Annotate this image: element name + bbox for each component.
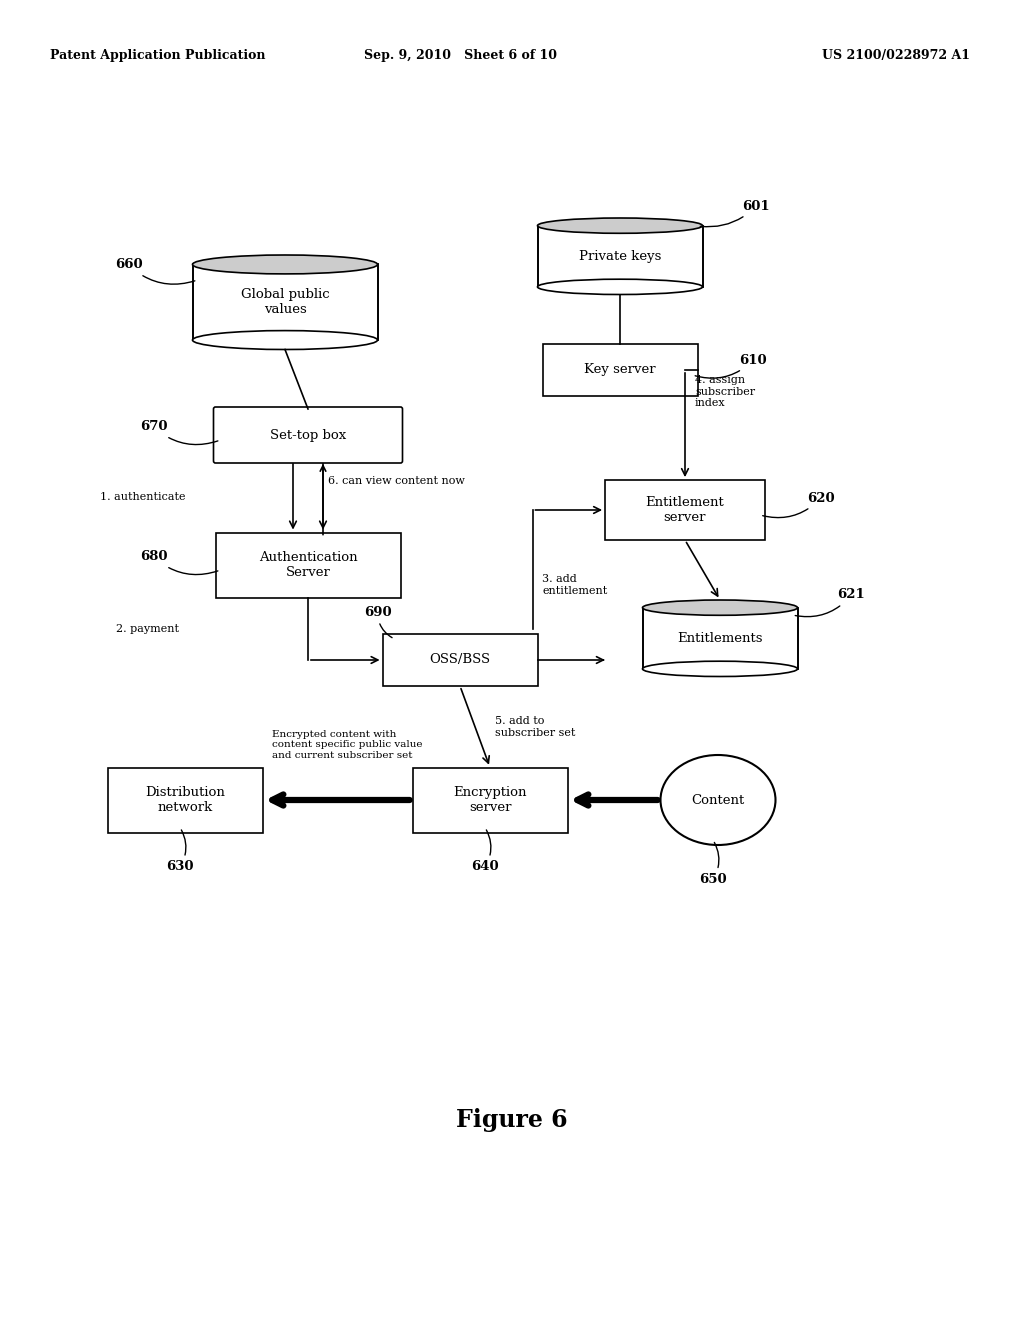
Text: Global public
values: Global public values bbox=[241, 288, 330, 317]
Text: Key server: Key server bbox=[584, 363, 655, 376]
Text: Set-top box: Set-top box bbox=[270, 429, 346, 441]
Text: 2. payment: 2. payment bbox=[116, 624, 178, 634]
Text: 660: 660 bbox=[115, 259, 195, 284]
Text: US 2100/0228972 A1: US 2100/0228972 A1 bbox=[822, 49, 970, 62]
Text: 6. can view content now: 6. can view content now bbox=[328, 477, 465, 486]
Text: 620: 620 bbox=[763, 491, 835, 517]
Text: OSS/BSS: OSS/BSS bbox=[429, 653, 490, 667]
Text: Patent Application Publication: Patent Application Publication bbox=[50, 49, 265, 62]
Bar bbox=[605, 480, 765, 540]
Text: Figure 6: Figure 6 bbox=[456, 1107, 568, 1133]
Text: 1. authenticate: 1. authenticate bbox=[100, 492, 186, 502]
Ellipse shape bbox=[193, 255, 378, 275]
Text: 640: 640 bbox=[471, 830, 499, 874]
Ellipse shape bbox=[660, 755, 775, 845]
Ellipse shape bbox=[538, 280, 702, 294]
Text: Encryption
server: Encryption server bbox=[454, 785, 526, 814]
Ellipse shape bbox=[642, 661, 798, 676]
Text: Distribution
network: Distribution network bbox=[145, 785, 225, 814]
Text: Sep. 9, 2010   Sheet 6 of 10: Sep. 9, 2010 Sheet 6 of 10 bbox=[364, 49, 556, 62]
Text: Encrypted content with
content specific public value
and current subscriber set: Encrypted content with content specific … bbox=[272, 730, 423, 760]
Text: 3. add
entitlement: 3. add entitlement bbox=[543, 574, 608, 595]
Bar bbox=[108, 767, 262, 833]
Text: 601: 601 bbox=[700, 199, 770, 227]
Ellipse shape bbox=[538, 218, 702, 234]
Text: Content: Content bbox=[691, 793, 744, 807]
Text: 610: 610 bbox=[695, 354, 767, 378]
Text: 621: 621 bbox=[796, 589, 865, 616]
Bar bbox=[413, 767, 567, 833]
Text: 630: 630 bbox=[166, 830, 194, 874]
FancyBboxPatch shape bbox=[213, 407, 402, 463]
Polygon shape bbox=[193, 264, 378, 341]
Polygon shape bbox=[642, 607, 798, 669]
Text: 650: 650 bbox=[699, 842, 727, 886]
Bar bbox=[215, 532, 400, 598]
Text: 690: 690 bbox=[364, 606, 392, 638]
Ellipse shape bbox=[193, 330, 378, 350]
Bar bbox=[543, 345, 697, 396]
Text: Entitlement
server: Entitlement server bbox=[645, 496, 724, 524]
Text: Entitlements: Entitlements bbox=[677, 632, 763, 644]
Text: 680: 680 bbox=[140, 550, 218, 574]
Polygon shape bbox=[538, 226, 702, 286]
Text: 5. add to
subscriber set: 5. add to subscriber set bbox=[495, 715, 575, 738]
Text: Private keys: Private keys bbox=[579, 249, 662, 263]
Text: 4. assign
subscriber
index: 4. assign subscriber index bbox=[695, 375, 755, 408]
Bar bbox=[383, 634, 538, 686]
Text: Authentication
Server: Authentication Server bbox=[259, 550, 357, 579]
Ellipse shape bbox=[642, 601, 798, 615]
Text: 670: 670 bbox=[140, 421, 218, 445]
